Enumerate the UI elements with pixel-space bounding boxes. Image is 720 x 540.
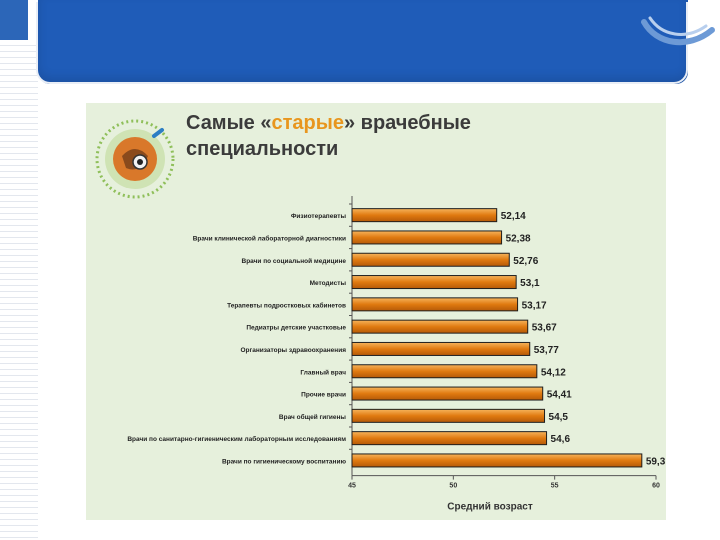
category-label: Врач общей гигиены [279,413,347,421]
swoosh-decoration-icon [641,16,715,46]
category-label: Главный врач [300,368,346,376]
bar [351,319,529,334]
data-label: 53,77 [534,345,559,356]
side-stripes [0,40,38,540]
title-accent: старые [271,112,344,134]
bar [351,453,643,468]
title-part2: » врачебные [343,112,471,134]
data-label: 59,3 [646,456,666,467]
data-label: 52,38 [506,233,531,244]
category-label: Врачи по социальной медицине [242,257,347,265]
data-label: 52,14 [501,211,526,222]
bar-chart: Физиотерапевты 52,14 Врачи клинической лаб… [127,196,666,513]
x-tick-label: 60 [652,483,660,490]
x-tick-label: 50 [449,483,457,490]
category-label: Педиатры детские участковые [246,325,346,332]
data-label: 54,41 [547,390,572,401]
title-part1: Самые « [186,112,272,134]
x-tick-label: 45 [348,483,356,490]
bar [351,408,546,423]
data-label: 54,5 [549,412,569,423]
bar [351,230,503,245]
category-label: Организаторы здравоохранения [240,347,346,354]
data-label: 53,1 [520,278,540,289]
bar [351,252,510,267]
x-tick-label: 55 [551,483,559,490]
bar [351,431,548,446]
chart-title: Самые «старые» врачебные специальности [186,110,626,162]
data-label: 53,67 [532,323,557,334]
bar [351,386,544,401]
category-label: Прочие врачи [301,392,346,399]
bar [351,341,531,356]
category-label: Врачи по санитарно-гигиеническим лаборат… [127,435,346,443]
slide-panel [86,103,666,520]
bar [351,364,538,379]
data-label: 54,6 [551,434,571,445]
title-line2: специальности [186,138,339,160]
data-label: 54,12 [541,367,566,378]
category-label: Терапевты подростковых кабинетов [227,301,346,309]
category-label: Методисты [310,280,347,287]
data-label: 52,76 [513,256,538,267]
category-label: Врачи по гигиеническому воспитанию [222,458,347,465]
bar [351,208,498,223]
medical-emblem-icon [95,119,175,199]
data-label: 53,17 [522,300,547,311]
bar [351,275,517,290]
category-label: Врачи клинической лабораторной диагности… [193,234,346,242]
bar [351,297,519,312]
x-axis-label: Средний возраст [447,502,533,513]
header-banner [38,0,688,84]
category-label: Физиотерапевты [291,213,347,220]
